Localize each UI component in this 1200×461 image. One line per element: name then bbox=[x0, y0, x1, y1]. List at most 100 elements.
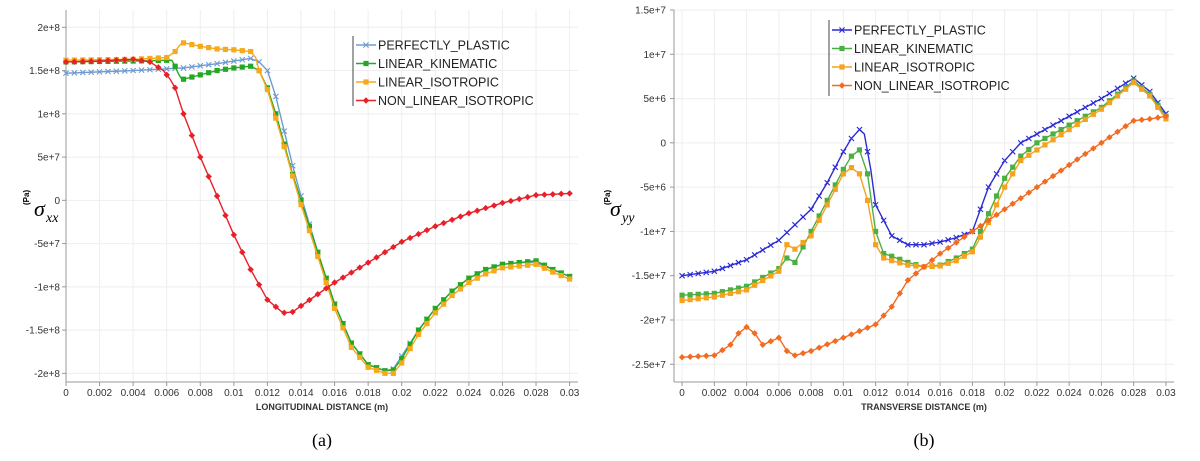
panel-b-data-point bbox=[1033, 131, 1040, 137]
panel-a-data-point bbox=[525, 259, 531, 265]
panel-a-data-point bbox=[239, 249, 246, 256]
panel-a-data-point bbox=[340, 325, 346, 331]
panel-a-y-tick-label: 0 bbox=[54, 196, 60, 207]
panel-b-data-point bbox=[1138, 116, 1145, 124]
panel-b-data-point bbox=[703, 291, 709, 297]
panel-a-data-point bbox=[399, 356, 405, 362]
panel-a-data-point bbox=[516, 263, 522, 269]
panel-b-data-point bbox=[1131, 80, 1137, 86]
panel-b-data-point bbox=[872, 321, 879, 328]
panel-b-data-point bbox=[1058, 126, 1064, 133]
panel-b-data-point bbox=[937, 239, 944, 246]
panel-b-data-point bbox=[1106, 134, 1113, 141]
panel-b-data-point bbox=[719, 292, 725, 298]
panel-a-data-point bbox=[314, 290, 322, 298]
panel-b-data-point bbox=[815, 344, 823, 351]
panel-b-data-point bbox=[711, 352, 718, 359]
panel-b-data-point bbox=[711, 268, 718, 275]
panel-b-data-point bbox=[985, 184, 992, 191]
panel-b-data-point bbox=[848, 331, 855, 338]
panel-a-data-point bbox=[348, 340, 354, 346]
panel-a-data-point bbox=[239, 48, 245, 54]
panel-a-data-point bbox=[474, 271, 480, 277]
panel-a-data-point bbox=[441, 297, 447, 303]
panel-a-data-point bbox=[567, 276, 573, 282]
panel-b-data-point bbox=[703, 269, 710, 276]
panel-b-data-point bbox=[687, 271, 694, 278]
panel-b-data-point bbox=[1074, 108, 1081, 115]
panel-a-y-tick-label: -1.5e+8 bbox=[26, 326, 61, 337]
panel-a-data-point bbox=[180, 76, 187, 82]
panel-b-ylabel-unit: (Pa) bbox=[603, 190, 612, 205]
panel-a-data-point bbox=[532, 191, 540, 199]
panel-b-x-tick-label: 0.016 bbox=[928, 388, 953, 399]
panel-b-data-point bbox=[969, 249, 975, 255]
panel-a-data-point bbox=[490, 202, 498, 209]
panel-b-data-point bbox=[686, 353, 694, 360]
panel-b-data-point bbox=[977, 222, 984, 230]
panel-a-data-point bbox=[256, 67, 262, 74]
panel-b-data-point bbox=[1049, 172, 1057, 180]
panel-a-data-point bbox=[549, 191, 557, 198]
panel-b-data-point bbox=[808, 228, 814, 235]
panel-b-data-point bbox=[1066, 122, 1072, 128]
panel-a-data-point bbox=[331, 279, 338, 286]
panel-b-data-point bbox=[1009, 200, 1016, 207]
panel-a-data-point bbox=[541, 262, 548, 268]
panel-a-y-tick-label: 2e+8 bbox=[37, 23, 60, 34]
panel-a-data-point bbox=[322, 285, 330, 292]
panel-b-data-point bbox=[953, 234, 960, 241]
panel-a-data-point bbox=[516, 260, 522, 266]
panel-a-data-point bbox=[465, 210, 473, 217]
panel-b-data-point bbox=[784, 242, 790, 248]
panel-a-data-point bbox=[390, 370, 396, 376]
panel-b-data-point bbox=[767, 242, 774, 249]
panel-b-data-point bbox=[792, 246, 798, 252]
panel-b-series-line bbox=[681, 77, 1167, 277]
panel-a-legend-label: LINEAR_ISOTROPIC bbox=[378, 76, 499, 90]
panel-a-data-point bbox=[273, 115, 279, 121]
panel-a-data-point bbox=[62, 58, 70, 66]
panel-b-data-point bbox=[921, 241, 927, 248]
panel-a-data-point bbox=[508, 260, 514, 267]
panel-b-data-point bbox=[993, 202, 1000, 208]
panel-a-x-tick-label: 0.018 bbox=[356, 388, 381, 399]
panel-b-data-point bbox=[1082, 116, 1088, 122]
panel-b-data-point bbox=[1147, 93, 1153, 99]
panel-a-data-point bbox=[222, 212, 229, 219]
panel-a-data-point bbox=[357, 351, 363, 357]
panel-b-data-point bbox=[1041, 126, 1048, 133]
panel-b-data-point bbox=[985, 211, 992, 217]
panel-a-data-point bbox=[239, 56, 246, 63]
panel-a-ylabel-unit: (Pa) bbox=[22, 190, 31, 205]
panel-a-y-tick-label: 5e+7 bbox=[37, 153, 60, 164]
panel-b-data-point bbox=[1162, 113, 1170, 120]
panel-b-data-point bbox=[760, 277, 766, 284]
panel-b-data-point bbox=[824, 197, 830, 204]
panel-a-data-point bbox=[482, 204, 489, 212]
panel-a-data-point bbox=[449, 292, 455, 299]
panel-b-data-point bbox=[1106, 90, 1113, 97]
panel-a-legend-marker bbox=[363, 42, 369, 48]
panel-a-data-point bbox=[491, 264, 497, 270]
panel-b-data-point bbox=[864, 171, 871, 177]
panel-b-data-point bbox=[936, 250, 944, 257]
panel-b-y-tick-label: 5e+6 bbox=[643, 94, 666, 105]
panel-b-data-point bbox=[783, 347, 791, 355]
panel-a-data-point bbox=[516, 195, 523, 203]
panel-b-data-point bbox=[1010, 164, 1016, 170]
panel-b-data-point bbox=[1106, 99, 1113, 106]
panel-b-data-point bbox=[969, 246, 975, 252]
panel-b-data-point bbox=[799, 350, 807, 357]
panel-b-data-point bbox=[808, 233, 814, 239]
panel-b-data-point bbox=[832, 164, 839, 171]
panel-b-series-non-linear-isotropic bbox=[678, 113, 1170, 361]
panel-b-data-point bbox=[759, 341, 766, 348]
panel-b-x-tick-label: 0.024 bbox=[1057, 388, 1082, 399]
panel-a-data-point bbox=[189, 42, 195, 48]
panel-a-x-tick-label: 0.03 bbox=[560, 388, 580, 399]
panel-b-x-tick-label: 0.01 bbox=[834, 388, 854, 399]
panel-b-data-point bbox=[848, 153, 855, 159]
panel-a-x-tick-label: 0.016 bbox=[322, 388, 347, 399]
panel-b-data-point bbox=[1010, 171, 1016, 177]
